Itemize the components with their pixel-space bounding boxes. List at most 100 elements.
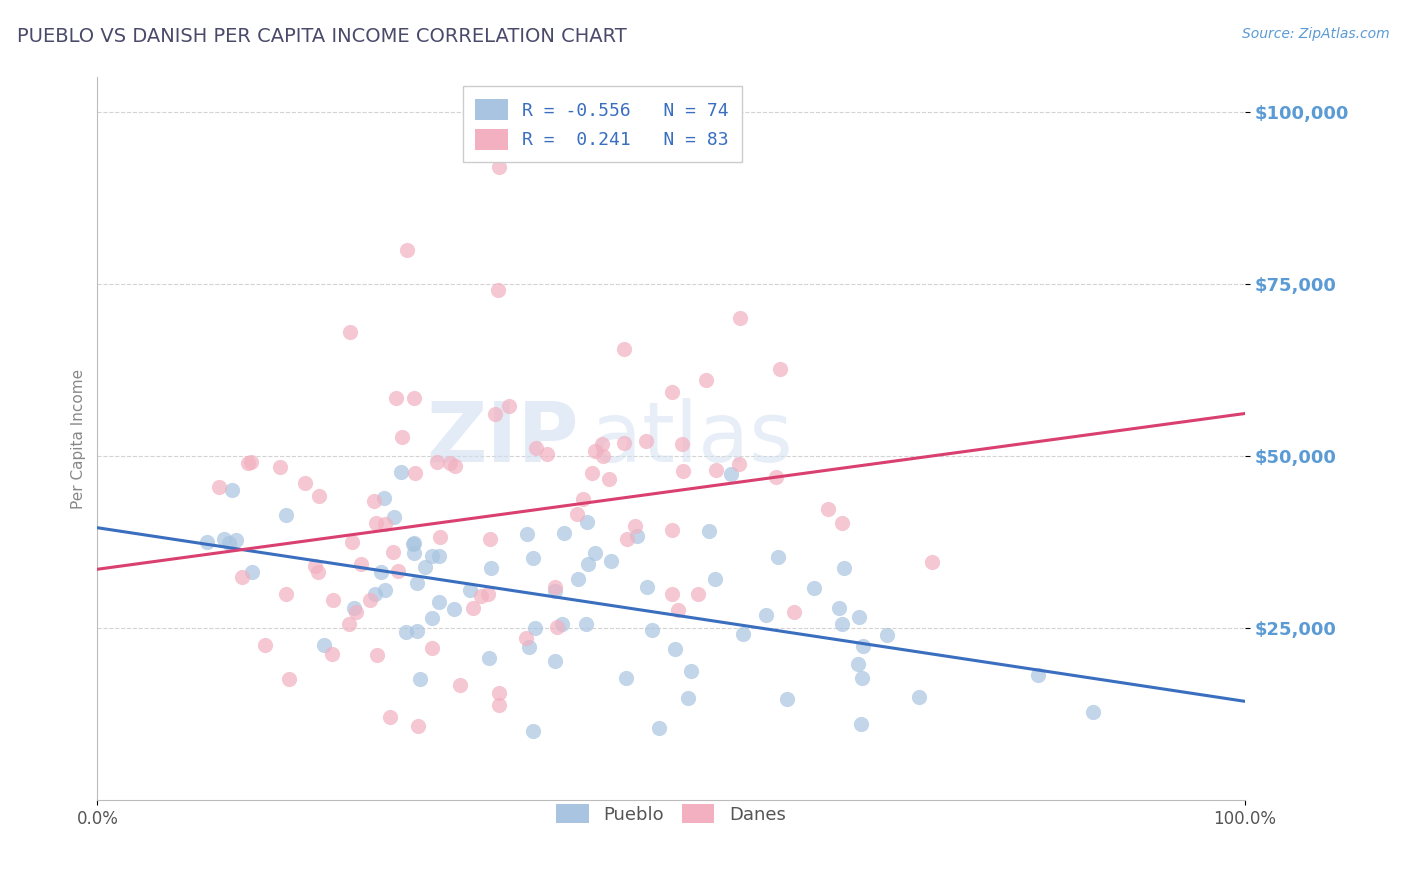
Point <box>613 436 636 450</box>
Point <box>768 550 790 565</box>
Point <box>443 602 465 616</box>
Point <box>304 559 326 574</box>
Point <box>231 570 253 584</box>
Point <box>444 458 467 473</box>
Point <box>402 391 425 405</box>
Point <box>478 532 501 546</box>
Point <box>567 572 589 586</box>
Point <box>481 561 503 575</box>
Point <box>676 691 699 706</box>
Point <box>364 587 387 601</box>
Point <box>340 534 363 549</box>
Point <box>728 311 751 326</box>
Point <box>484 408 506 422</box>
Point <box>516 527 538 541</box>
Point <box>664 642 686 657</box>
Point <box>827 600 849 615</box>
Point <box>831 616 853 631</box>
Point <box>378 709 401 723</box>
Point <box>339 617 361 632</box>
Point <box>278 672 301 686</box>
Point <box>488 686 510 700</box>
Point <box>370 565 392 579</box>
Point <box>420 611 443 625</box>
Point <box>515 632 537 646</box>
Point <box>553 526 575 541</box>
Point <box>384 510 406 524</box>
Point <box>426 455 449 469</box>
Point <box>851 671 873 685</box>
Point <box>852 639 875 653</box>
Point <box>776 692 799 706</box>
Point <box>488 160 510 174</box>
Point <box>720 467 742 481</box>
Point <box>817 502 839 516</box>
Point <box>402 546 425 560</box>
Point <box>671 437 693 451</box>
Point <box>402 537 425 551</box>
Point <box>374 582 396 597</box>
Point <box>1026 668 1049 682</box>
Point <box>406 624 429 638</box>
Point <box>359 592 381 607</box>
Point <box>907 690 929 704</box>
Text: PUEBLO VS DANISH PER CAPITA INCOME CORRELATION CHART: PUEBLO VS DANISH PER CAPITA INCOME CORRE… <box>17 27 627 45</box>
Point <box>686 587 709 601</box>
Point <box>648 721 671 735</box>
Point <box>591 437 613 451</box>
Point <box>429 530 451 544</box>
Point <box>366 648 388 662</box>
Point <box>517 640 540 655</box>
Point <box>470 589 492 603</box>
Point <box>769 362 792 376</box>
Point <box>373 491 395 505</box>
Point <box>636 580 658 594</box>
Point <box>832 561 855 575</box>
Point <box>524 441 547 455</box>
Point <box>374 516 396 531</box>
Point <box>661 384 683 399</box>
Point <box>308 489 330 503</box>
Point <box>681 664 703 678</box>
Point <box>641 623 664 637</box>
Point <box>395 624 418 639</box>
Point <box>307 565 329 579</box>
Point <box>755 607 778 622</box>
Point <box>600 554 623 568</box>
Point <box>274 587 297 601</box>
Point <box>321 648 343 662</box>
Text: ZIP: ZIP <box>427 399 579 479</box>
Point <box>242 565 264 579</box>
Point <box>221 483 243 498</box>
Point <box>846 657 869 671</box>
Point <box>704 463 727 477</box>
Point <box>387 565 409 579</box>
Point <box>406 719 429 733</box>
Point <box>695 373 717 387</box>
Point <box>543 580 565 594</box>
Point <box>522 724 544 739</box>
Point <box>389 465 412 479</box>
Point <box>498 399 520 413</box>
Point <box>486 284 509 298</box>
Point <box>212 532 235 546</box>
Point <box>274 508 297 522</box>
Point <box>583 443 606 458</box>
Point <box>544 584 567 599</box>
Point <box>697 524 720 538</box>
Point <box>406 575 429 590</box>
Point <box>363 494 385 508</box>
Point <box>391 430 413 444</box>
Point <box>1081 705 1104 719</box>
Point <box>803 582 825 596</box>
Point <box>344 606 367 620</box>
Point <box>624 519 647 533</box>
Point <box>404 536 426 550</box>
Point <box>463 601 485 615</box>
Point <box>666 603 689 617</box>
Point <box>314 638 336 652</box>
Point <box>208 480 231 494</box>
Point <box>544 654 567 668</box>
Point <box>339 325 361 339</box>
Point <box>427 595 450 609</box>
